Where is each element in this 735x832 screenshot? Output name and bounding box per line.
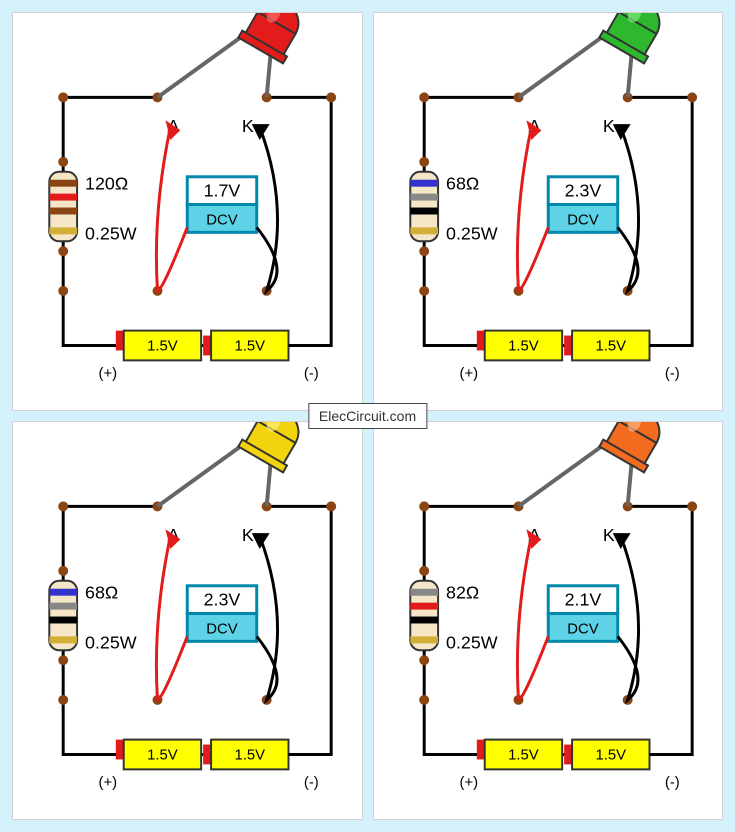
meter-reading: 2.3V	[204, 590, 241, 610]
meter-reading: 1.7V	[204, 181, 241, 201]
resistor-value: 120Ω	[85, 174, 128, 194]
pos-label: (+)	[99, 366, 118, 382]
cathode-label: K	[602, 116, 614, 136]
pos-label: (+)	[459, 775, 478, 791]
neg-label: (-)	[664, 366, 679, 382]
meter-reading: 2.1V	[564, 590, 601, 610]
pos-label: (+)	[99, 775, 118, 791]
meter-reading: 2.3V	[564, 181, 601, 201]
battery-2: 1.5V	[234, 747, 265, 763]
neg-label: (-)	[304, 366, 319, 382]
neg-label: (-)	[664, 775, 679, 791]
resistor-power: 0.25W	[85, 223, 137, 243]
circuit-panel-2: 68Ω0.25W AK2.3VDCV1.5V1.5V(+)(-)	[12, 421, 363, 820]
battery-1: 1.5V	[147, 747, 178, 763]
battery-1: 1.5V	[147, 338, 178, 354]
battery-1: 1.5V	[508, 747, 539, 763]
battery-1: 1.5V	[508, 338, 539, 354]
resistor-value: 82Ω	[446, 583, 479, 603]
resistor-power: 0.25W	[446, 223, 498, 243]
cathode-label: K	[242, 525, 254, 545]
meter-label: DCV	[567, 212, 598, 228]
meter-label: DCV	[567, 621, 598, 637]
cathode-label: K	[602, 525, 614, 545]
cathode-label: K	[242, 116, 254, 136]
resistor-power: 0.25W	[85, 632, 137, 652]
battery-2: 1.5V	[234, 338, 265, 354]
circuit-panel-3: 82Ω0.25W AK2.1VDCV1.5V1.5V(+)(-)	[373, 421, 724, 820]
resistor-value: 68Ω	[85, 583, 118, 603]
circuit-svg-3: 82Ω0.25W AK2.1VDCV1.5V1.5V(+)(-)	[374, 422, 723, 819]
circuit-svg-1: 68Ω0.25W AK2.3VDCV1.5V1.5V(+)(-)	[374, 13, 723, 410]
battery-2: 1.5V	[595, 747, 626, 763]
circuit-svg-0: 120Ω0.25W AK1.7VDCV1.5V1.5V(+)(-)	[13, 13, 362, 410]
watermark: ElecCircuit.com	[308, 403, 427, 429]
resistor-power: 0.25W	[446, 632, 498, 652]
meter-label: DCV	[206, 621, 237, 637]
pos-label: (+)	[459, 366, 478, 382]
neg-label: (-)	[304, 775, 319, 791]
resistor-value: 68Ω	[446, 174, 479, 194]
battery-2: 1.5V	[595, 338, 626, 354]
circuit-svg-2: 68Ω0.25W AK2.3VDCV1.5V1.5V(+)(-)	[13, 422, 362, 819]
meter-label: DCV	[206, 212, 237, 228]
circuit-panel-1: 68Ω0.25W AK2.3VDCV1.5V1.5V(+)(-)	[373, 12, 724, 411]
circuit-panel-0: 120Ω0.25W AK1.7VDCV1.5V1.5V(+)(-)	[12, 12, 363, 411]
